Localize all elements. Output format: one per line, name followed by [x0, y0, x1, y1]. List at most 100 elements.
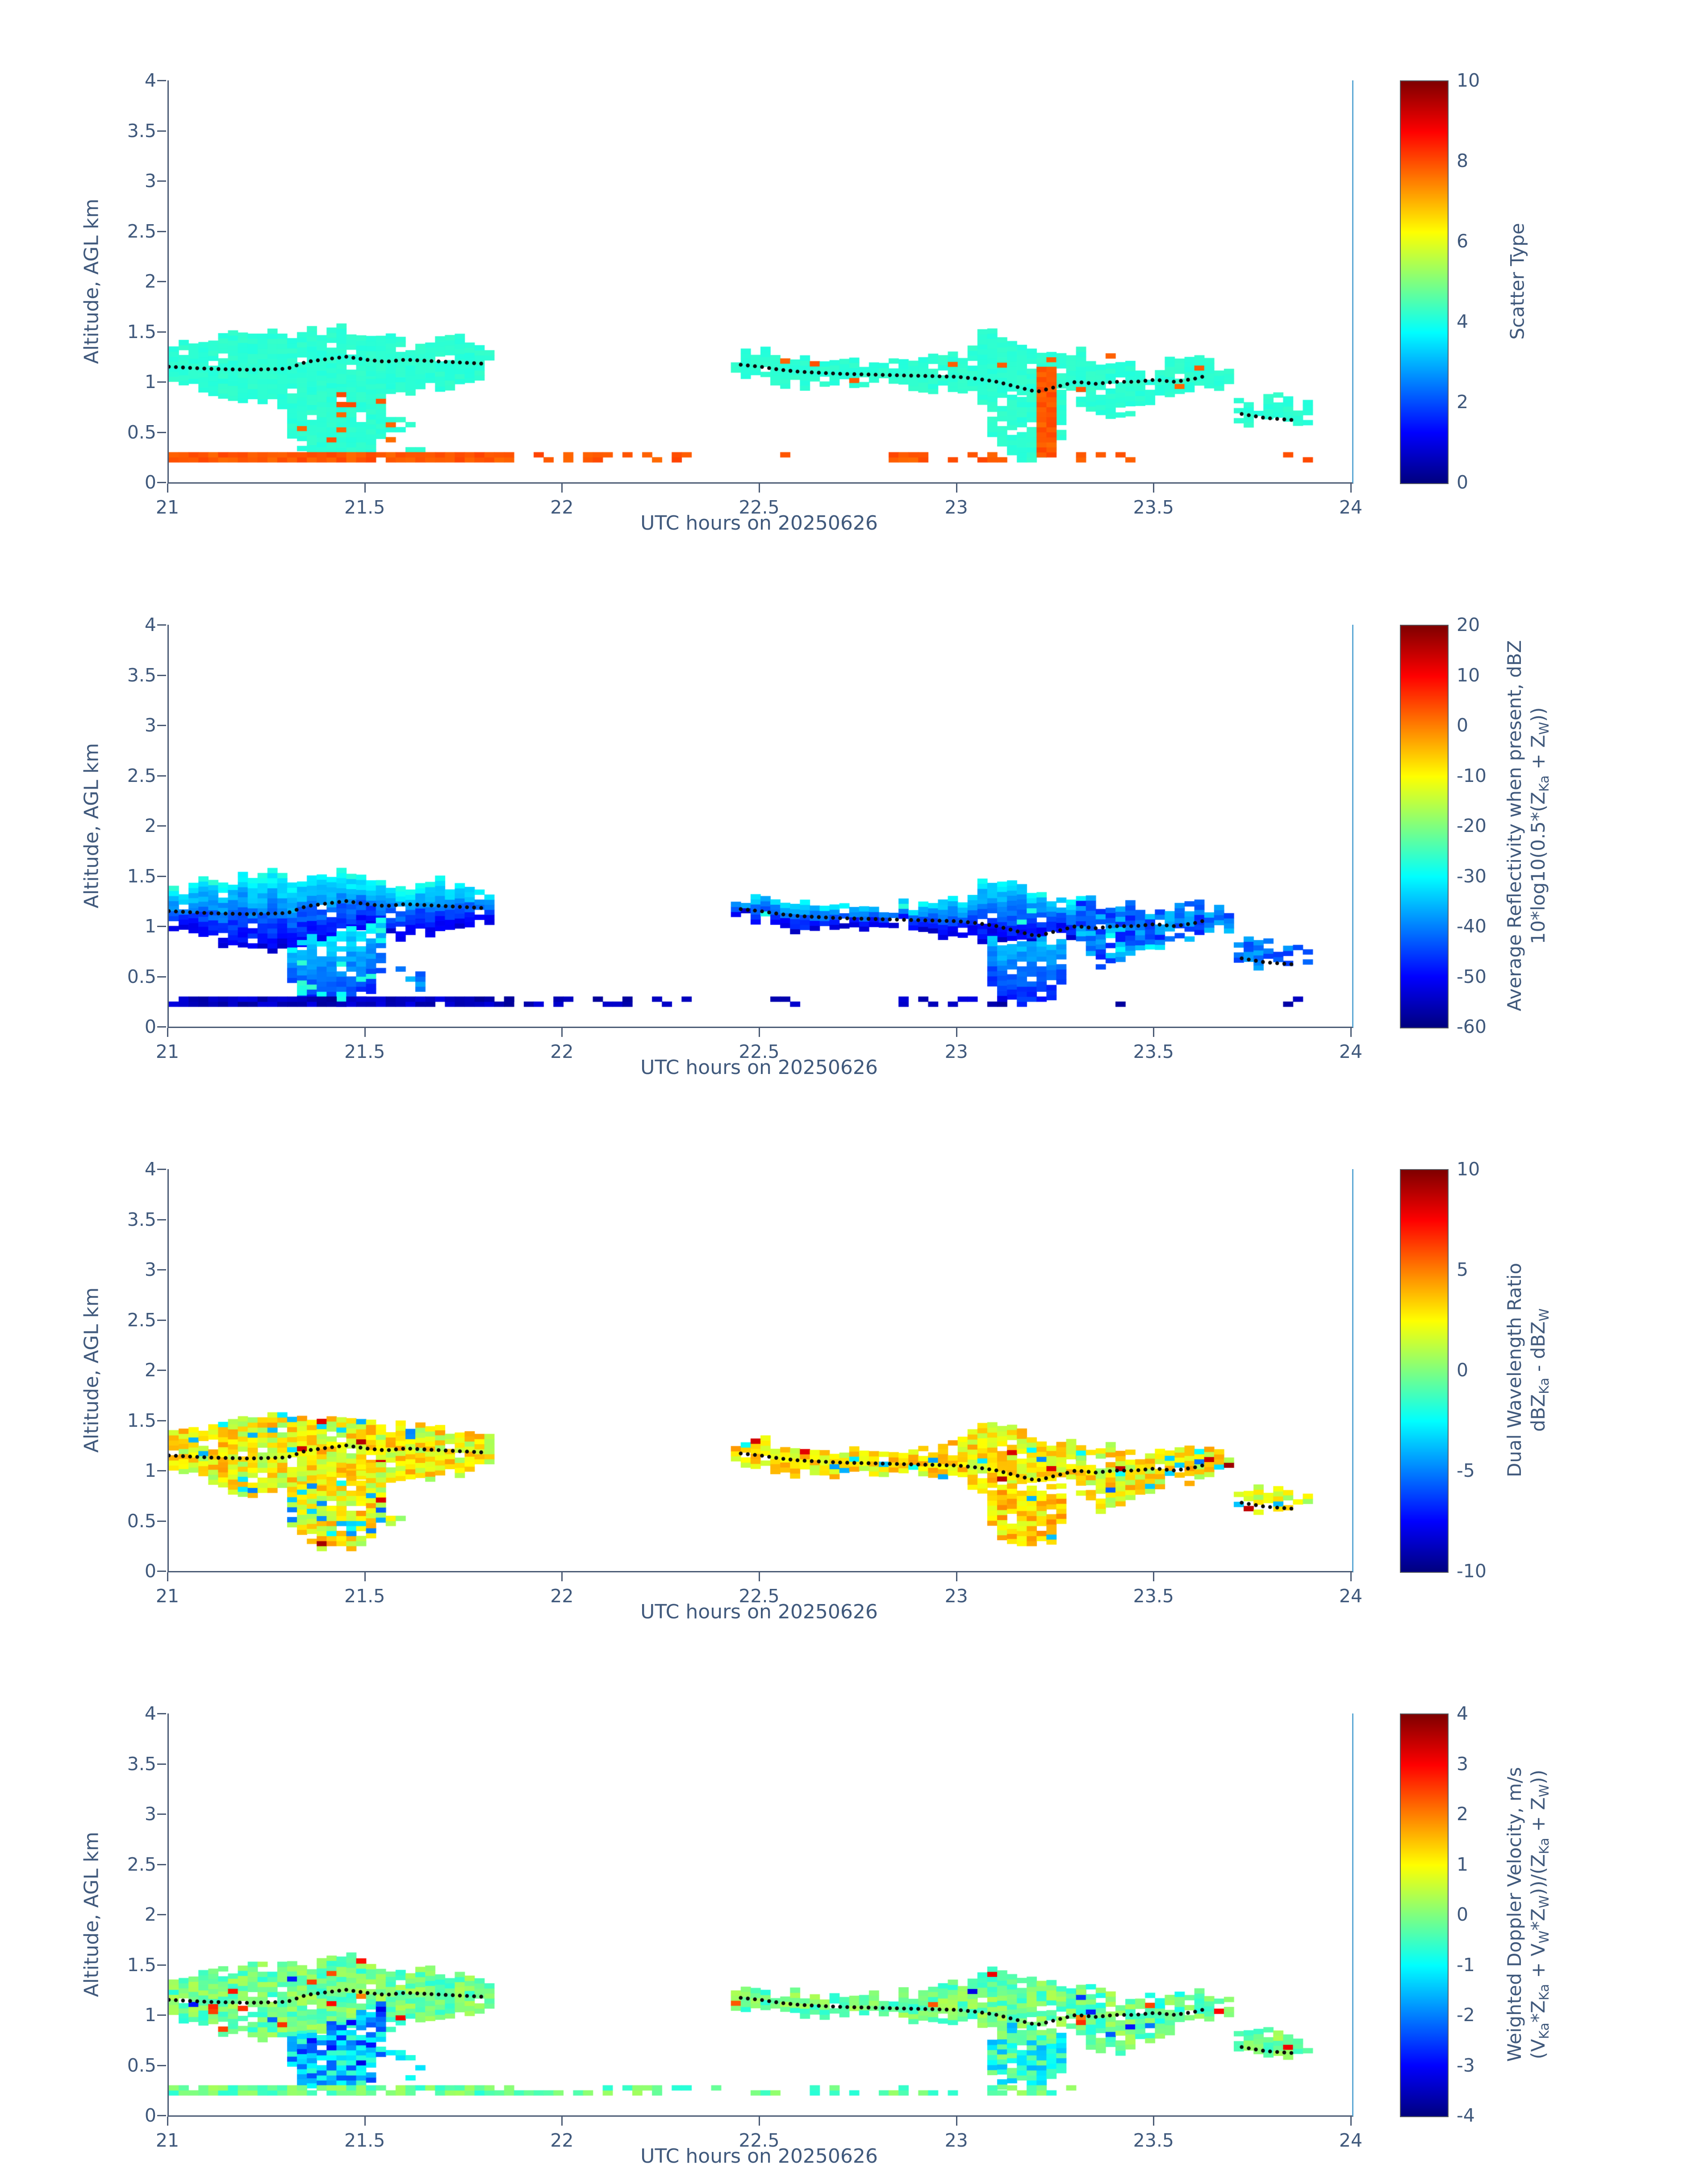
- colorbar-tick-label: 10: [1457, 1158, 1480, 1180]
- x-tick-label: 22.5: [739, 1041, 780, 1062]
- y-tick-label: 0: [144, 1016, 156, 1037]
- y-tick-label: 2.5: [127, 1309, 156, 1331]
- y-tick-mark: [157, 1914, 166, 1915]
- y-tick-mark: [157, 482, 166, 483]
- colorbar-tick-label: -5: [1457, 1460, 1475, 1481]
- y-tick-label: 2: [144, 815, 156, 836]
- x-tick-mark: [956, 1028, 957, 1037]
- x-tick-label: 23.5: [1133, 1585, 1174, 1607]
- x-tick-label: 23: [944, 497, 968, 518]
- y-tick-label: 3: [144, 1803, 156, 1825]
- y-tick-mark: [157, 1520, 166, 1522]
- y-tick-mark: [157, 674, 166, 676]
- x-tick-label: 22: [550, 1041, 574, 1062]
- y-tick-label: 0.5: [127, 2054, 156, 2076]
- x-tick-mark: [364, 484, 366, 493]
- y-tick-label: 0.5: [127, 965, 156, 987]
- y-tick-mark: [157, 1169, 166, 1170]
- x-tick-label: 23.5: [1133, 497, 1174, 518]
- y-tick-label: 3.5: [127, 1208, 156, 1230]
- x-tick-mark: [1350, 2117, 1352, 2126]
- colorbar-tick-label: -30: [1457, 865, 1487, 887]
- x-tick-label: 21.5: [344, 1041, 385, 1062]
- y-tick-label: 2.5: [127, 220, 156, 242]
- y-tick-mark: [157, 1964, 166, 1966]
- y-tick-mark: [157, 1370, 166, 1371]
- colorbar-label: Dual Wavelength Ratio dBZKa - dBZW: [1503, 1262, 1552, 1478]
- y-tick-mark: [157, 2064, 166, 2066]
- y-tick-mark: [157, 1420, 166, 1421]
- y-tick-label: 2.5: [127, 1853, 156, 1875]
- y-tick-label: 3.5: [127, 664, 156, 686]
- x-tick-mark: [167, 484, 168, 493]
- plot-area: [167, 80, 1353, 484]
- x-tick-label: 22.5: [739, 2130, 780, 2151]
- heatmap-canvas: [169, 625, 1352, 1027]
- y-tick-mark: [157, 130, 166, 132]
- colorbar-tick-label: 3: [1457, 1753, 1469, 1775]
- colorbar-tick-label: -20: [1457, 815, 1487, 836]
- x-tick-mark: [561, 1572, 563, 1581]
- y-tick-mark: [157, 281, 166, 282]
- colorbar-label: Weighted Doppler Velocity, m/s (VKa*ZKa +…: [1503, 1767, 1552, 2062]
- y-tick-mark: [157, 624, 166, 626]
- x-tick-label: 23.5: [1133, 2130, 1174, 2151]
- x-tick-mark: [1350, 484, 1352, 493]
- x-tick-label: 24: [1339, 2130, 1363, 2151]
- x-axis-label: UTC hours on 20250626: [640, 512, 878, 535]
- x-tick-label: 22: [550, 497, 574, 518]
- x-tick-label: 23: [944, 1041, 968, 1062]
- y-tick-label: 0.5: [127, 421, 156, 443]
- x-tick-mark: [561, 484, 563, 493]
- colorbar-tick-label: 0: [1457, 1359, 1469, 1381]
- colorbar-tick-label: -1: [1457, 1954, 1475, 1976]
- y-tick-mark: [157, 1713, 166, 1714]
- y-tick-label: 2: [144, 1904, 156, 1925]
- x-tick-label: 24: [1339, 1041, 1363, 1062]
- y-tick-mark: [157, 2014, 166, 2016]
- y-tick-mark: [157, 431, 166, 433]
- y-tick-label: 1.5: [127, 321, 156, 343]
- x-tick-label: 21: [155, 1585, 180, 1607]
- plot-area: [167, 1169, 1353, 1572]
- y-tick-mark: [157, 775, 166, 777]
- colorbar-tick-label: -60: [1457, 1016, 1487, 1037]
- y-tick-mark: [157, 80, 166, 81]
- heatmap-canvas: [169, 1713, 1352, 2115]
- y-tick-label: 4: [144, 70, 156, 91]
- plot-area: [167, 1713, 1353, 2117]
- y-tick-label: 3.5: [127, 1753, 156, 1775]
- x-tick-mark: [759, 2117, 760, 2126]
- y-tick-mark: [157, 875, 166, 877]
- colorbar-tick-label: 0: [1457, 1904, 1469, 1925]
- y-tick-label: 4: [144, 1703, 156, 1724]
- x-tick-mark: [364, 2117, 366, 2126]
- colorbar-tick-label: 5: [1457, 1259, 1469, 1280]
- y-tick-mark: [157, 825, 166, 827]
- colorbar: [1400, 80, 1449, 484]
- y-tick-label: 4: [144, 1158, 156, 1180]
- x-tick-label: 23.5: [1133, 1041, 1174, 1062]
- y-tick-label: 2: [144, 1359, 156, 1381]
- colorbar-canvas: [1401, 626, 1448, 1028]
- y-tick-mark: [157, 1470, 166, 1471]
- colorbar-tick-label: -3: [1457, 2054, 1475, 2076]
- y-tick-label: 3: [144, 170, 156, 192]
- y-tick-mark: [157, 180, 166, 182]
- x-tick-mark: [759, 1572, 760, 1581]
- x-tick-mark: [364, 1028, 366, 1037]
- x-tick-mark: [1153, 2117, 1155, 2126]
- x-tick-label: 21.5: [344, 2130, 385, 2151]
- x-tick-label: 22.5: [739, 497, 780, 518]
- y-tick-label: 0: [144, 2105, 156, 2126]
- x-tick-label: 24: [1339, 1585, 1363, 1607]
- colorbar-tick-label: -10: [1457, 765, 1487, 786]
- y-tick-mark: [157, 1813, 166, 1815]
- y-tick-label: 1.5: [127, 1409, 156, 1431]
- colorbar-tick-label: -50: [1457, 965, 1487, 987]
- colorbar-tick-label: 10: [1457, 664, 1480, 686]
- y-tick-mark: [157, 926, 166, 927]
- x-tick-label: 21.5: [344, 497, 385, 518]
